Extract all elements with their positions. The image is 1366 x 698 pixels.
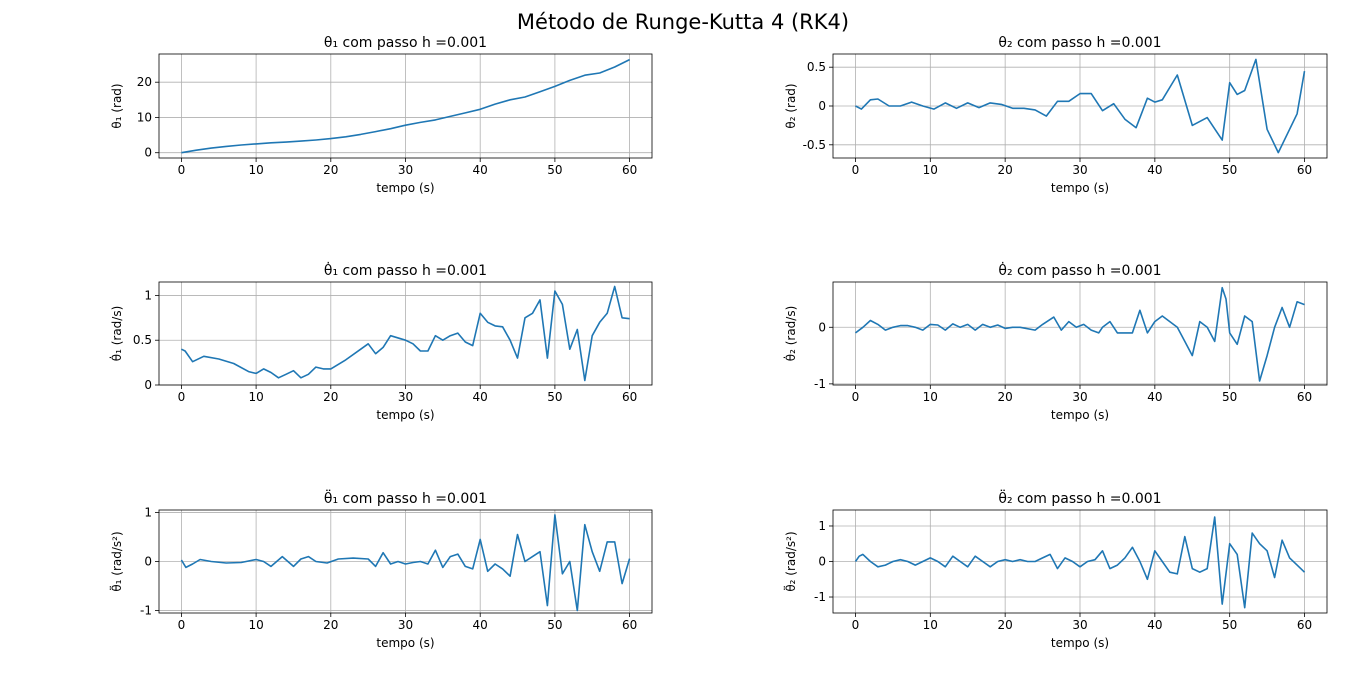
x-tick-label: 0	[852, 163, 860, 177]
x-tick-label: 20	[998, 390, 1013, 404]
x-axis-label: tempo (s)	[1051, 636, 1109, 650]
x-tick-label: 40	[1147, 390, 1162, 404]
subplot-title: θ̇₁ com passo h =0.001	[324, 261, 487, 279]
x-tick-label: 50	[547, 163, 562, 177]
x-tick-label: 40	[473, 618, 488, 632]
x-tick-label: 0	[178, 390, 186, 404]
x-tick-label: 40	[473, 163, 488, 177]
x-tick-label: 30	[1072, 390, 1087, 404]
subplot-3: 0 10 20 30 40 50 60 0 0.5 1 θ̇₁ com passo h =0.001…	[109, 261, 653, 422]
x-tick-label: 10	[248, 618, 263, 632]
series-line-1	[181, 285, 630, 382]
y-axis-label: θ̇₁ (rad/s)	[109, 306, 124, 362]
y-tick-label: 0	[818, 320, 826, 334]
x-tick-label: 10	[248, 390, 263, 404]
y-tick-label: -0.5	[803, 138, 826, 152]
x-tick-label: 10	[923, 618, 938, 632]
x-tick-label: 0	[852, 390, 860, 404]
y-tick-label: 0	[818, 555, 826, 569]
x-tick-label: 50	[1222, 618, 1237, 632]
x-tick-label: 0	[178, 618, 186, 632]
y-tick-label: -1	[814, 377, 826, 391]
x-tick-label: 10	[923, 390, 938, 404]
x-tick-label: 60	[622, 390, 637, 404]
x-tick-label: 30	[1072, 163, 1087, 177]
series-line-1	[180, 514, 631, 612]
subplot-title: θ₁ com passo h =0.001	[324, 35, 487, 51]
series-line-1	[854, 516, 1306, 609]
y-tick-label: 10	[137, 110, 152, 124]
x-tick-label: 60	[1297, 163, 1312, 177]
y-tick-label: 1	[144, 288, 152, 302]
subplot-title: θ₂ com passo h =0.001	[998, 35, 1161, 51]
y-axis-label: θ̈₂ (rad/s²)	[783, 531, 798, 591]
figure-title: Método de Runge-Kutta 4 (RK4)	[516, 10, 850, 34]
x-tick-label: 0	[852, 618, 860, 632]
x-tick-label: 60	[622, 618, 637, 632]
x-tick-label: 50	[547, 390, 562, 404]
x-axis-label: tempo (s)	[1051, 181, 1109, 195]
x-tick-label: 10	[248, 163, 263, 177]
y-tick-label: 0	[818, 99, 826, 113]
subplot-title: θ̇₂ com passo h =0.001	[998, 261, 1161, 279]
y-tick-label: 1	[144, 505, 152, 519]
x-tick-label: 40	[473, 390, 488, 404]
y-tick-label: 0	[144, 146, 152, 160]
y-axis-label: θ₁ (rad)	[110, 83, 124, 128]
y-tick-label: 0.5	[133, 333, 152, 347]
x-tick-label: 20	[323, 618, 338, 632]
subplot-4: 0 10 20 30 40 50 60 -1 0 θ̇₂ com passo h =0.001 te…	[783, 261, 1328, 422]
y-tick-label: -1	[140, 604, 152, 618]
subplot-title: θ̈₂ com passo h =0.001	[998, 488, 1161, 507]
x-axis-label: tempo (s)	[376, 636, 434, 650]
x-tick-label: 0	[178, 163, 186, 177]
y-axis-label: θ̈₁ (rad/s²)	[109, 531, 124, 591]
x-tick-label: 20	[323, 163, 338, 177]
y-axis-label: θ̇₂ (rad/s)	[783, 306, 798, 362]
series-line-1	[855, 58, 1306, 154]
x-tick-label: 30	[398, 618, 413, 632]
x-tick-label: 20	[998, 163, 1013, 177]
x-tick-label: 30	[398, 390, 413, 404]
x-tick-label: 40	[1147, 163, 1162, 177]
x-tick-label: 10	[923, 163, 938, 177]
x-tick-label: 60	[1297, 390, 1312, 404]
x-tick-label: 50	[1222, 163, 1237, 177]
x-tick-label: 20	[323, 390, 338, 404]
subplot-5: 0 10 20 30 40 50 60 -1 0 1 θ̈₁ com passo h =0.001 t…	[109, 488, 653, 650]
x-tick-label: 50	[1222, 390, 1237, 404]
x-tick-label: 60	[622, 163, 637, 177]
y-tick-label: -1	[814, 590, 826, 604]
y-axis-label: θ₂ (rad)	[784, 83, 798, 128]
x-axis-label: tempo (s)	[1051, 408, 1109, 422]
x-axis-label: tempo (s)	[376, 408, 434, 422]
y-tick-label: 20	[137, 75, 152, 89]
y-tick-label: 0.5	[807, 60, 826, 74]
x-axis-label: tempo (s)	[376, 181, 434, 195]
subplot-1: 0 10 20 30 40 50 60 0 10 20 θ₁ com passo h =0.001 t…	[110, 35, 653, 195]
subplot-2: 0 10 20 30 40 50 60 -0.5 0 0.5 θ₂ com passo h =0.0…	[784, 35, 1328, 195]
x-tick-label: 60	[1297, 618, 1312, 632]
y-tick-label: 1	[818, 519, 826, 533]
y-tick-label: 0	[144, 378, 152, 392]
y-tick-label: 0	[144, 555, 152, 569]
subplot-title: θ̈₁ com passo h =0.001	[324, 488, 487, 507]
x-tick-label: 30	[1072, 618, 1087, 632]
x-tick-label: 50	[547, 618, 562, 632]
x-tick-label: 20	[998, 618, 1013, 632]
x-tick-label: 40	[1147, 618, 1162, 632]
series-line-1	[855, 286, 1305, 382]
subplot-6: 0 10 20 30 40 50 60 -1 0 1 θ̈₂ com passo h =0.001 t…	[783, 488, 1328, 650]
x-tick-label: 30	[398, 163, 413, 177]
series-line-1	[181, 58, 630, 154]
